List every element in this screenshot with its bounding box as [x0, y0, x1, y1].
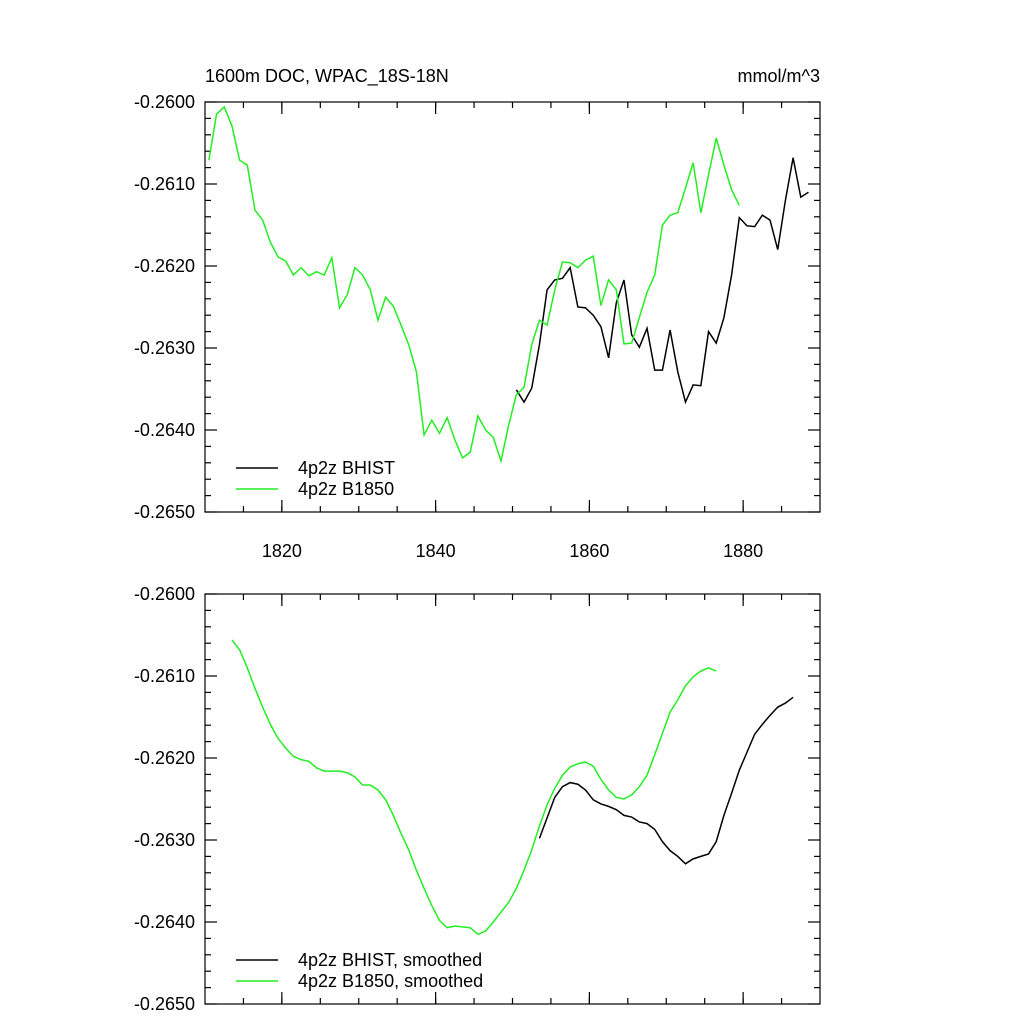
y-tick-label: -0.2620 — [134, 748, 195, 768]
legend-label: 4p2z BHIST, smoothed — [298, 950, 482, 970]
data-line — [538, 696, 794, 865]
data-line — [208, 105, 740, 465]
y-tick-label: -0.2650 — [134, 994, 195, 1014]
plot-frame — [204, 101, 821, 513]
plot-frame — [204, 593, 821, 1005]
y-tick-label: -0.2600 — [134, 92, 195, 112]
legend-label: 4p2z B1850, smoothed — [298, 971, 483, 991]
y-tick-label: -0.2630 — [134, 338, 195, 358]
chart-title: 1600m DOC, WPAC_18S-18N — [205, 66, 449, 87]
x-tick-label: 1860 — [569, 541, 609, 561]
y-tick-label: -0.2640 — [134, 420, 195, 440]
legend-label: 4p2z B1850 — [298, 479, 394, 499]
y-tick-label: -0.2620 — [134, 256, 195, 276]
x-tick-label: 1880 — [723, 541, 763, 561]
x-tick-label: 1820 — [262, 541, 302, 561]
legend-label: 4p2z BHIST — [298, 458, 395, 478]
units-label: mmol/m^3 — [738, 66, 820, 86]
y-tick-label: -0.2610 — [134, 666, 195, 686]
y-tick-label: -0.2640 — [134, 912, 195, 932]
y-tick-label: -0.2600 — [134, 584, 195, 604]
data-line — [515, 157, 809, 405]
y-tick-label: -0.2650 — [134, 502, 195, 522]
y-tick-label: -0.2610 — [134, 174, 195, 194]
x-tick-label: 1840 — [416, 541, 456, 561]
y-tick-label: -0.2630 — [134, 830, 195, 850]
data-line — [231, 639, 717, 936]
